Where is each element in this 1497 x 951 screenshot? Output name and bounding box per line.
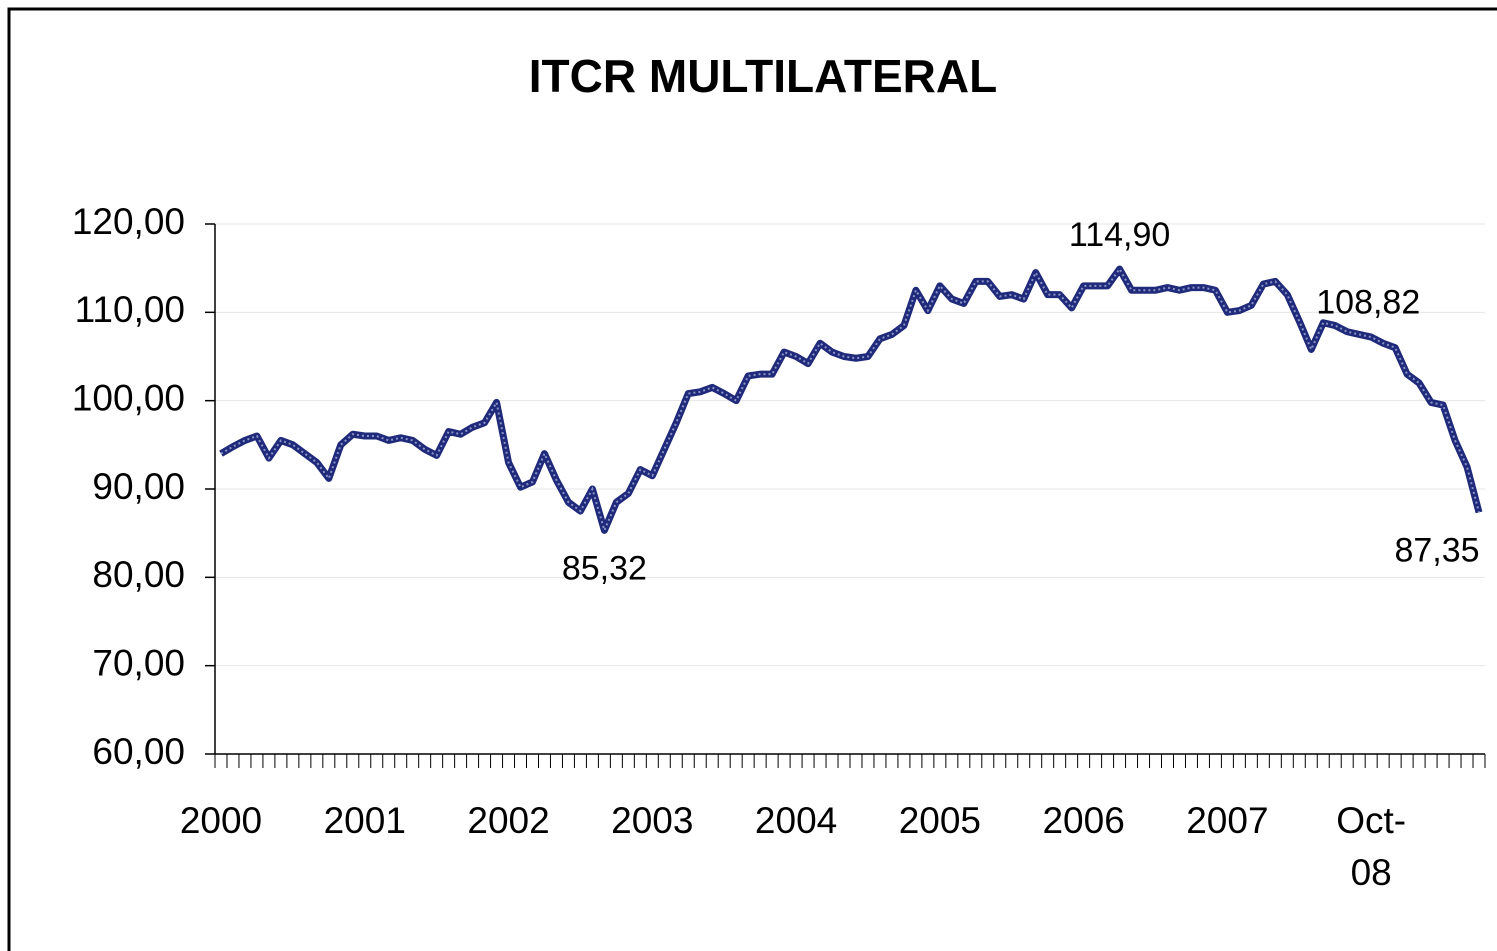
data-label: 108,82 — [1316, 284, 1420, 322]
x-tick-label: 2006 — [1042, 800, 1125, 841]
x-tick-label: 2004 — [754, 800, 838, 841]
x-tick-label: 2005 — [898, 800, 981, 841]
y-tick-label: 100,00 — [72, 377, 185, 418]
data-label: 87,35 — [1394, 531, 1479, 569]
y-tick-label: 70,00 — [92, 642, 185, 683]
x-tick-label: 2000 — [179, 800, 263, 841]
frame — [7, 7, 1497, 951]
line-series — [219, 265, 1483, 534]
x-tick-label: 2001 — [323, 800, 406, 841]
y-tick-label: 120,00 — [72, 201, 185, 242]
x-tick-label: 2002 — [467, 800, 550, 841]
x-tick-label: 2007 — [1186, 800, 1269, 841]
y-tick-label: 80,00 — [92, 554, 185, 595]
y-tick-label: 110,00 — [75, 289, 185, 330]
x-tick-label: 2003 — [611, 800, 694, 841]
y-tick-label: 90,00 — [92, 466, 185, 507]
chart-title: ITCR MULTILATERAL — [529, 50, 997, 102]
data-label: 114,90 — [1069, 216, 1170, 254]
y-tick-label: 60,00 — [92, 731, 185, 772]
data-label: 85,32 — [562, 549, 647, 587]
x-tick-label: Oct-08 — [1336, 800, 1407, 893]
